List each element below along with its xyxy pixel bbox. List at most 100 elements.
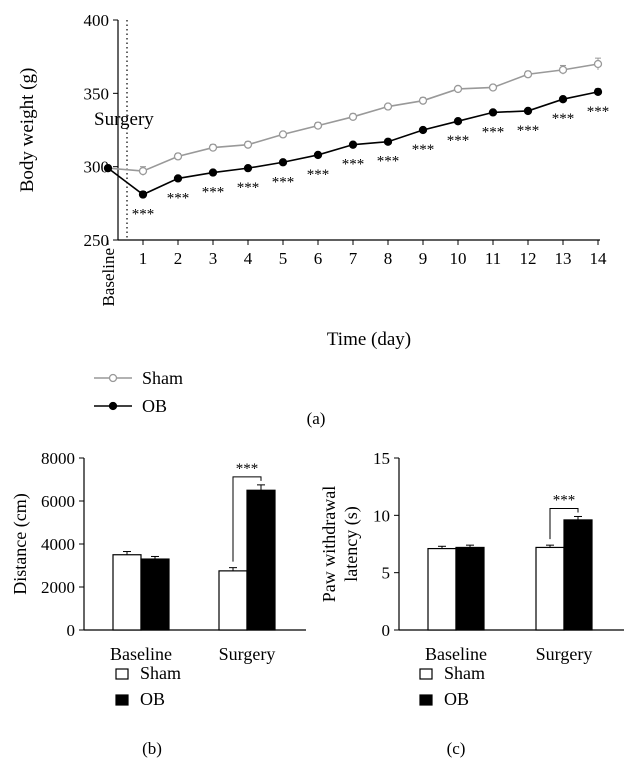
y-tick-label: 400 xyxy=(84,11,110,30)
legend-marker-sham xyxy=(108,373,118,383)
ob-data-point xyxy=(138,190,148,199)
bar-sham xyxy=(427,547,457,631)
significance-marker: *** xyxy=(553,492,576,508)
y-axis-label: Body weight (g) xyxy=(17,68,38,193)
bar-ob xyxy=(455,546,485,631)
sham-data-point xyxy=(278,130,288,139)
significance-marker: *** xyxy=(377,154,400,170)
ob-data-point xyxy=(453,117,463,126)
distance-bar-chart: 0 2000 4000 6000 8000 Distance (cm) Baseline Su… xyxy=(10,449,306,758)
x-tick-label: 12 xyxy=(520,249,537,268)
y-tick-label: 0 xyxy=(382,621,391,640)
ob-data-point xyxy=(103,163,113,173)
ob-data-point xyxy=(383,137,393,146)
legend-label-sham: Sham xyxy=(140,663,181,683)
x-tick-label: 1 xyxy=(139,249,148,268)
sham-data-point xyxy=(173,152,183,161)
sham-data-point xyxy=(488,83,498,92)
significance-marker: *** xyxy=(272,174,295,190)
significance-marker: *** xyxy=(307,167,330,183)
significance-marker: *** xyxy=(132,207,155,223)
bar-sham xyxy=(535,546,565,631)
x-tick-label: Baseline xyxy=(110,644,172,664)
legend-marker-ob xyxy=(108,401,118,411)
sham-data-point xyxy=(453,84,463,94)
ob-data-point xyxy=(348,140,358,149)
y-tick-label: 250 xyxy=(84,231,110,250)
bar-ob xyxy=(246,489,276,631)
ob-data-point xyxy=(313,150,323,160)
sham-data-point xyxy=(418,96,428,105)
ob-data-point xyxy=(523,106,533,116)
sham-data-point xyxy=(313,121,323,130)
legend-label-ob: OB xyxy=(142,396,167,416)
x-axis-label: Time (day) xyxy=(327,329,411,350)
sham-data-point xyxy=(523,70,533,79)
legend-swatch-sham xyxy=(419,668,433,680)
x-tick-label: Baseline xyxy=(425,644,487,664)
x-tick-label: 6 xyxy=(314,249,323,268)
y-tick-label: 15 xyxy=(373,449,390,468)
bar-ob xyxy=(563,519,593,631)
x-tick-label: 13 xyxy=(555,249,572,268)
bar-sham xyxy=(112,554,142,631)
sham-data-point xyxy=(138,166,148,176)
y-tick-label: 5 xyxy=(382,564,391,583)
x-tick-label: 5 xyxy=(279,249,288,268)
legend-swatch-ob xyxy=(419,694,433,706)
x-tick-label: 7 xyxy=(349,249,358,268)
significance-marker: *** xyxy=(236,461,259,477)
ob-data-point xyxy=(418,125,428,135)
panel-label-a: (a) xyxy=(307,409,326,428)
ob-data-point xyxy=(208,168,218,177)
significance-marker: *** xyxy=(482,124,505,140)
sham-data-point xyxy=(243,140,253,149)
significance-marker: *** xyxy=(517,123,540,139)
significance-marker: *** xyxy=(237,180,260,196)
ob-data-point xyxy=(243,163,253,173)
y-tick-label: 0 xyxy=(67,621,76,640)
legend-label-sham: Sham xyxy=(142,368,183,388)
y-tick-label: 4000 xyxy=(41,535,75,554)
sham-data-point xyxy=(593,59,603,69)
legend-swatch-sham xyxy=(115,668,129,680)
legend-label-ob: OB xyxy=(444,689,469,709)
x-tick-label: Surgery xyxy=(219,644,276,664)
legend-label-sham: Sham xyxy=(444,663,485,683)
x-tick-label: 14 xyxy=(590,249,608,268)
bar-ob xyxy=(140,558,170,631)
ob-data-point xyxy=(593,87,603,97)
x-tick-label: 11 xyxy=(485,249,501,268)
y-tick-label: 300 xyxy=(84,158,110,177)
y-tick-label: 8000 xyxy=(41,449,75,468)
significance-bracket xyxy=(549,507,579,540)
significance-marker: *** xyxy=(552,111,575,127)
y-tick-label: 6000 xyxy=(41,492,75,511)
significance-marker: *** xyxy=(167,190,190,206)
y-tick-label: 2000 xyxy=(41,578,75,597)
y-tick-label: 350 xyxy=(84,84,110,103)
significance-marker: *** xyxy=(587,104,610,120)
y-axis-label: Paw withdrawal xyxy=(320,486,339,602)
significance-marker: *** xyxy=(412,142,435,158)
significance-marker: *** xyxy=(447,133,470,149)
ob-data-point xyxy=(278,158,288,167)
legend-swatch-ob xyxy=(115,694,129,706)
legend-label-ob: OB xyxy=(140,689,165,709)
sham-data-point xyxy=(558,65,568,75)
y-tick-label: 10 xyxy=(373,506,390,525)
y-axis-label: latency (s) xyxy=(341,506,362,581)
significance-marker: *** xyxy=(202,185,225,201)
y-axis-label: Distance (cm) xyxy=(10,493,31,594)
x-tick-label: 10 xyxy=(450,249,467,268)
panel-label: (c) xyxy=(447,739,466,758)
ob-data-point xyxy=(488,108,498,117)
bar-sham xyxy=(218,570,248,631)
sham-data-point xyxy=(348,112,358,121)
x-tick-label: Surgery xyxy=(536,644,593,664)
sham-data-point xyxy=(208,143,218,152)
sham-data-point xyxy=(383,102,393,111)
significance-marker: *** xyxy=(342,157,365,173)
